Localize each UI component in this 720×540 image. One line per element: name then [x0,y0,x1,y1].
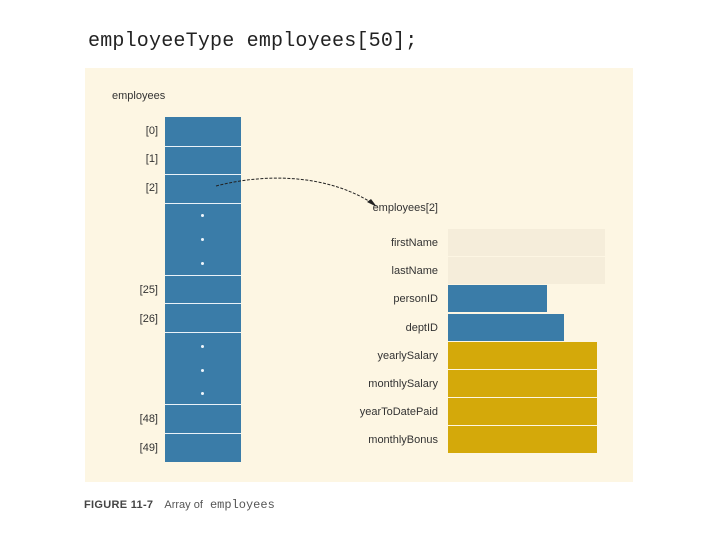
field-label: firstName [390,237,438,249]
field-bar [448,257,605,285]
ellipsis-dot [201,369,204,372]
array-cell-divider [165,203,241,204]
field-label: monthlySalary [368,378,438,390]
code-heading: employeeType employees[50]; [88,30,418,53]
array-cell-divider [165,404,241,405]
struct-element-label: employees[2] [372,202,438,214]
array-index-label: [0] [145,125,158,137]
array-cell-divider [165,433,241,434]
field-label: yearToDatePaid [359,406,438,419]
array-cell-divider [165,146,241,147]
field-label: personID [393,293,438,306]
caption-code: employees [209,498,275,512]
figure-number: FIGURE 11-7 [84,499,154,511]
array-index-label: [26] [139,313,158,325]
array-cell-divider [165,332,241,333]
ellipsis-dot [201,214,204,217]
field-bar [448,341,597,369]
field-label: monthlyBonus [368,434,438,447]
array-cell-divider [165,174,241,175]
array-column [165,117,241,462]
ellipsis-dot [201,392,204,395]
ellipsis-dot [201,345,204,348]
field-bar [448,426,597,454]
field-bar [448,229,605,256]
field-label: yearlySalary [377,349,438,362]
array-cell-divider [165,303,241,304]
ellipsis-dot [201,238,204,241]
array-index-label: [48] [139,413,158,425]
field-bar [448,370,597,397]
field-bar [448,285,547,313]
array-label: employees [112,90,166,102]
field-bar [448,398,597,426]
field-label: deptID [405,321,438,334]
array-index-label: [25] [139,284,158,296]
ellipsis-dot [201,262,204,265]
field-label: lastName [391,265,438,278]
figure-caption: FIGURE 11-7 Array of employees [84,498,275,512]
field-bar [448,313,564,341]
array-index-label: [2] [145,182,158,194]
array-cell-divider [165,275,241,276]
array-index-label: [1] [145,153,158,165]
array-index-label: [49] [139,442,158,454]
caption-text: Array of [164,499,203,511]
